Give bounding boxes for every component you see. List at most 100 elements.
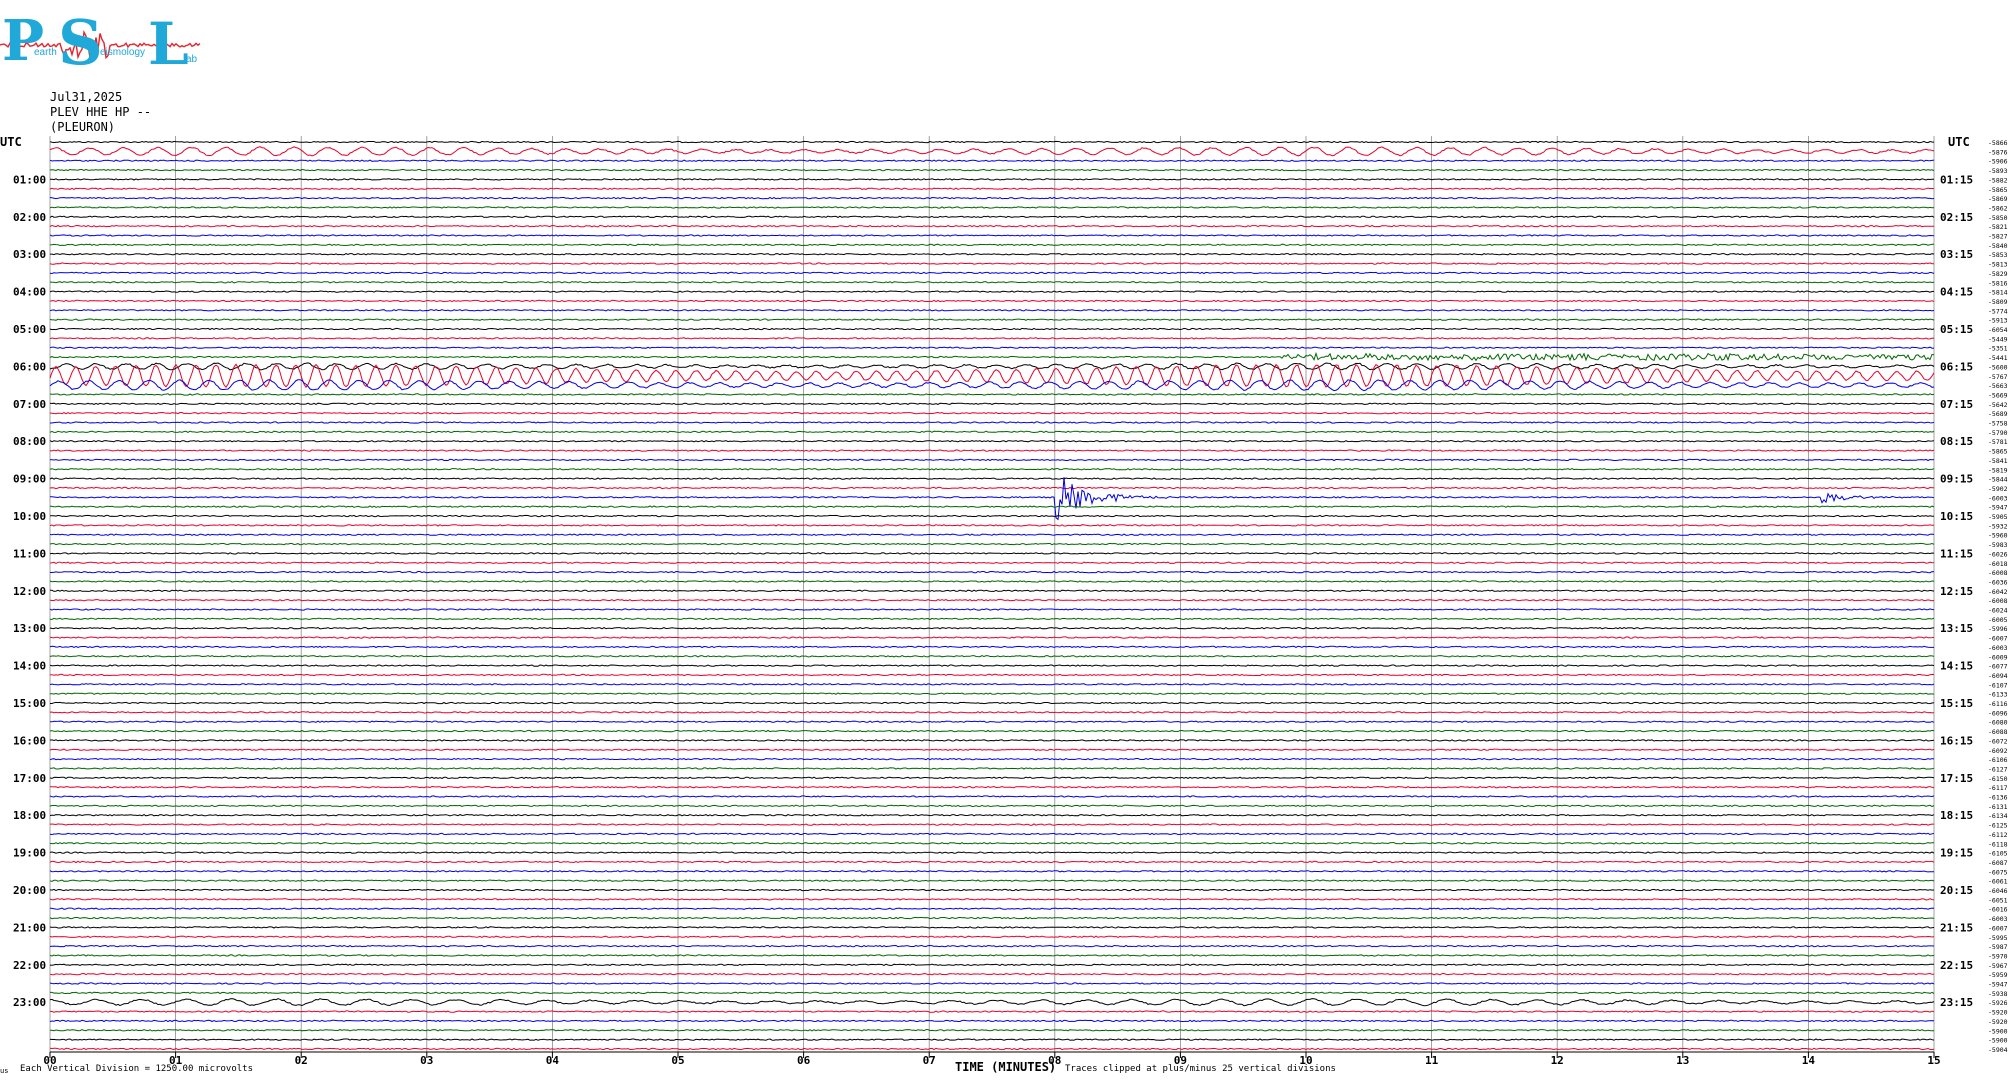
x-tick-label: 03 bbox=[420, 1054, 433, 1067]
trace-offset-label: -6042 bbox=[1988, 588, 2008, 596]
trace-line bbox=[49, 795, 1935, 798]
trace-line bbox=[49, 561, 1935, 564]
trace-offset-label: -5816 bbox=[1988, 279, 2008, 287]
trace-offset-label: -6080 bbox=[1988, 719, 2008, 727]
trace-line bbox=[49, 449, 1935, 452]
logo-letter-s: S bbox=[58, 6, 103, 79]
trace-offset-label: -5959 bbox=[1988, 971, 2008, 979]
trace-line bbox=[49, 926, 1935, 929]
trace-line bbox=[49, 1047, 1935, 1051]
right-hour-label: 16:15 bbox=[1940, 734, 1973, 747]
trace-line bbox=[49, 215, 1935, 218]
trace-line bbox=[49, 972, 1934, 976]
trace-offset-label: -6075 bbox=[1988, 868, 2008, 876]
right-hour-label: 22:15 bbox=[1940, 959, 1973, 972]
trace-line bbox=[49, 346, 1935, 349]
left-hour-label: 07:00 bbox=[13, 398, 46, 411]
logo-seismogram-trace bbox=[0, 29, 201, 60]
trace-offset-label: -5995 bbox=[1988, 934, 2008, 942]
trace-offset-label: -5844 bbox=[1988, 476, 2008, 484]
trace-line bbox=[49, 1010, 1935, 1013]
left-hour-label: 12:00 bbox=[13, 585, 46, 598]
trace-line bbox=[49, 477, 1935, 480]
x-tick-label: 05 bbox=[671, 1054, 684, 1067]
footnote-left: Each Vertical Division = 1250.00 microvo… bbox=[20, 1064, 253, 1074]
trace-line bbox=[49, 351, 1935, 362]
right-hour-label: 19:15 bbox=[1940, 847, 1973, 860]
left-hour-label: 03:00 bbox=[13, 248, 46, 261]
x-tick-label: 01 bbox=[169, 1054, 183, 1067]
psl-logo: P S L earth eismology ab bbox=[0, 6, 201, 79]
trace-line bbox=[49, 776, 1935, 779]
trace-offset-label: -5866 bbox=[1988, 139, 2008, 147]
left-hour-label: 04:00 bbox=[13, 286, 46, 299]
trace-offset-label: -5960 bbox=[1988, 532, 2008, 540]
trace-line bbox=[49, 627, 1935, 630]
trace-offset-label: -6134 bbox=[1988, 812, 2008, 820]
left-hour-label: 20:00 bbox=[13, 884, 46, 897]
trace-line bbox=[50, 692, 1934, 695]
trace-line bbox=[49, 271, 1935, 275]
trace-line bbox=[49, 842, 1935, 845]
trace-line bbox=[50, 178, 1934, 181]
trace-offset-label: -6007 bbox=[1988, 924, 2008, 932]
trace-offset-label: -5853 bbox=[1988, 251, 2008, 259]
logo-word-lab: ab bbox=[186, 54, 198, 65]
trace-line bbox=[49, 533, 1935, 536]
right-hour-label: 15:15 bbox=[1940, 697, 1973, 710]
left-hour-label: 16:00 bbox=[13, 734, 46, 747]
left-hour-label: 23:00 bbox=[13, 996, 46, 1009]
trace-offset-label: -6077 bbox=[1988, 663, 2008, 671]
trace-offset-label: -6026 bbox=[1988, 550, 2008, 558]
trace-offset-label: -5920 bbox=[1988, 1009, 2008, 1017]
seismogram-traces bbox=[49, 140, 1935, 1051]
left-hour-labels: 01:00 02:00 03:00 04:00 05:00 06:00 07:00 08:00… bbox=[13, 173, 46, 1009]
trace-line bbox=[49, 888, 1935, 892]
header-station: PLEV HHE HP -- bbox=[50, 105, 152, 119]
left-hour-label: 22:00 bbox=[13, 959, 46, 972]
trace-offset-label: -5900 bbox=[1988, 1037, 2008, 1045]
x-tick-label: 02 bbox=[295, 1054, 308, 1067]
trace-offset-label: -6118 bbox=[1988, 840, 2008, 848]
right-hour-label: 23:15 bbox=[1940, 996, 1973, 1009]
trace-offset-label: -6106 bbox=[1988, 756, 2008, 764]
x-tick-label: 14 bbox=[1802, 1054, 1816, 1067]
trace-offset-label: -5642 bbox=[1988, 401, 2008, 409]
trace-line bbox=[49, 243, 1935, 247]
trace-offset-label: -5967 bbox=[1988, 962, 2008, 970]
trace-offset-label: -5932 bbox=[1988, 522, 2008, 530]
trace-line bbox=[49, 318, 1935, 321]
trace-offset-label: -5904 bbox=[1988, 1046, 2008, 1054]
trace-offset-label: -5913 bbox=[1988, 317, 2008, 325]
trace-offset-label: -6054 bbox=[1988, 326, 2008, 334]
trace-offset-label: -6003 bbox=[1988, 915, 2008, 923]
trace-offset-label: -6036 bbox=[1988, 578, 2008, 586]
left-hour-label: 11:00 bbox=[13, 547, 46, 560]
right-hour-label: 10:15 bbox=[1940, 510, 1973, 523]
trace-line bbox=[49, 580, 1935, 583]
left-hour-label: 13:00 bbox=[13, 622, 46, 635]
trace-line bbox=[49, 505, 1935, 508]
trace-offset-label: -5906 bbox=[1988, 158, 2008, 166]
trace-offset-label: -6127 bbox=[1988, 765, 2008, 773]
trace-offset-label: -6116 bbox=[1988, 700, 2008, 708]
left-hour-label: 10:00 bbox=[13, 510, 46, 523]
trace-offset-label: -6117 bbox=[1988, 784, 2008, 792]
trace-line bbox=[49, 187, 1935, 190]
trace-line bbox=[49, 832, 1935, 836]
trace-offset-label: -6061 bbox=[1988, 878, 2008, 886]
x-tick-label: 04 bbox=[546, 1054, 560, 1067]
trace-line bbox=[50, 421, 1935, 424]
trace-line bbox=[49, 589, 1935, 592]
trace-line bbox=[49, 486, 1934, 490]
left-hour-label: 21:00 bbox=[13, 921, 46, 934]
x-tick-label: 10 bbox=[1299, 1054, 1312, 1067]
trace-line bbox=[49, 290, 1935, 293]
trace-line bbox=[50, 701, 1935, 705]
left-hour-label: 15:00 bbox=[13, 697, 46, 710]
trace-line bbox=[49, 636, 1935, 639]
left-hour-label: 05:00 bbox=[13, 323, 46, 336]
trace-offset-label: -6092 bbox=[1988, 747, 2008, 755]
trace-line bbox=[49, 1038, 1935, 1041]
